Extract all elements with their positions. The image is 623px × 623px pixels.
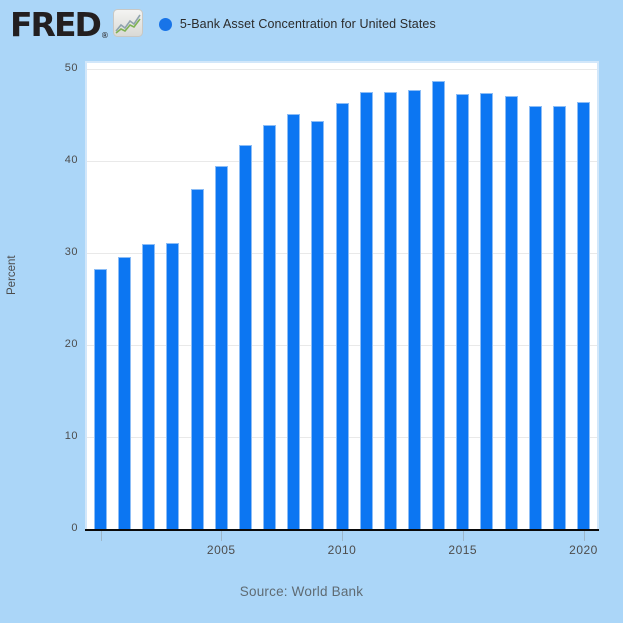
source-note: Source: World Bank [239, 584, 364, 599]
bar-2019[interactable] [552, 106, 566, 529]
bar-2007[interactable] [263, 125, 277, 529]
y-axis-title: Percent [6, 255, 18, 295]
x-axis-line [85, 529, 599, 531]
y-tick-label-0: 0 [71, 522, 78, 534]
header: FRED ® 5-Bank Asset Concentration for Uni… [10, 7, 613, 42]
y-tick-label-50: 50 [64, 61, 78, 74]
fred-logo[interactable]: FRED ® [10, 7, 143, 42]
bar-2005[interactable] [214, 166, 228, 529]
bar-2020[interactable] [577, 102, 590, 529]
bar-2004[interactable] [190, 189, 204, 529]
y-tick-label-20: 20 [64, 337, 78, 350]
bar-2011[interactable] [359, 92, 373, 529]
bar-2018[interactable] [528, 106, 542, 529]
gridline-50 [87, 68, 597, 70]
bar-2013[interactable] [407, 90, 421, 529]
y-tick-label-40: 40 [64, 153, 78, 166]
bar-2008[interactable] [287, 114, 301, 529]
bar-2014[interactable] [432, 81, 446, 529]
x-tick-2010 [342, 531, 343, 541]
x-tick-label-2010: 2010 [327, 543, 357, 557]
legend-series-label: 5-Bank Asset Concentration for United St… [179, 17, 436, 31]
y-tick-label-30: 30 [64, 245, 78, 258]
bar-2012[interactable] [383, 92, 397, 529]
bar-2009[interactable] [311, 121, 325, 529]
bar-2001[interactable] [118, 257, 132, 529]
registered-trademark: ® [100, 30, 109, 40]
y-tick-label-10: 10 [64, 429, 78, 442]
x-tick-label-2015: 2015 [448, 543, 478, 557]
fred-chart-icon [112, 8, 143, 42]
legend-series-dot-icon [158, 17, 172, 31]
x-tick-2005 [221, 531, 223, 541]
bar-2010[interactable] [335, 103, 349, 529]
bar-2017[interactable] [504, 96, 518, 529]
x-tick-label-2020: 2020 [569, 543, 598, 557]
plot-area [85, 61, 599, 529]
bar-2016[interactable] [480, 93, 494, 529]
bar-2000[interactable] [94, 269, 107, 529]
x-tick-2015 [462, 531, 464, 541]
x-tick-label-2005: 2005 [206, 543, 236, 557]
bar-2015[interactable] [456, 94, 470, 529]
bar-2006[interactable] [238, 145, 252, 529]
x-tick-2000 [100, 531, 102, 541]
bar-2002[interactable] [142, 244, 156, 529]
fred-logo-text: FRED [10, 4, 102, 44]
bar-2003[interactable] [166, 243, 180, 529]
x-tick-2020 [583, 531, 585, 541]
chart-legend: 5-Bank Asset Concentration for United St… [158, 17, 436, 31]
